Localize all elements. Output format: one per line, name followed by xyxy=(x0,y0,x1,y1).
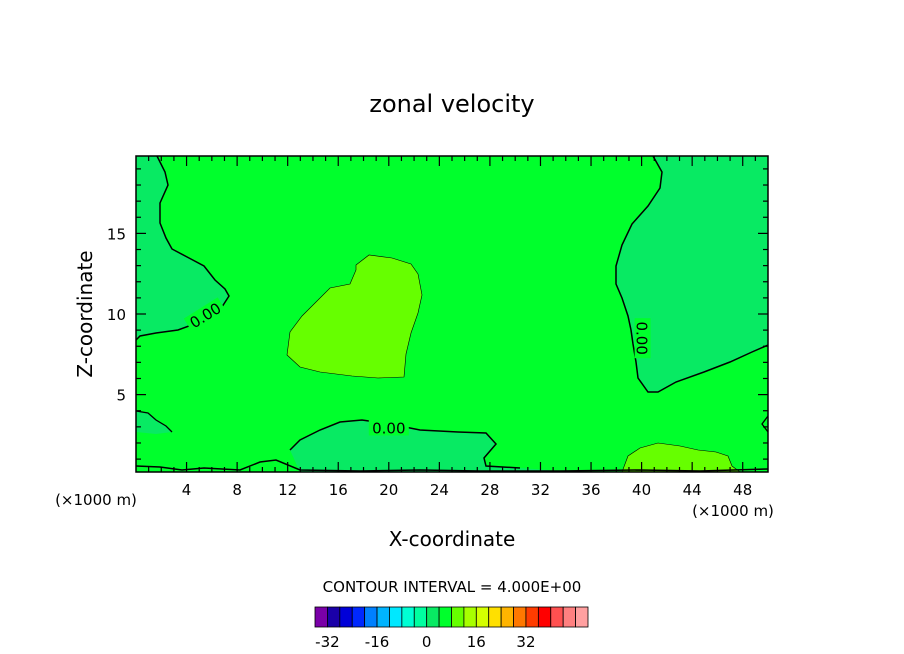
y-axis: 5 10 15 xyxy=(107,168,768,460)
x-tick-label: 20 xyxy=(379,481,398,499)
chart-title: zonal velocity xyxy=(369,90,534,118)
colorbar-swatch xyxy=(364,606,378,628)
colorbar-tick-label: -16 xyxy=(365,633,390,651)
colorbar-swatch xyxy=(537,606,552,628)
contour-region-central-blob xyxy=(286,254,423,379)
contour-region-bottom-band xyxy=(290,420,560,472)
colorbar-swatch xyxy=(562,606,576,628)
colorbar-swatch xyxy=(376,606,390,628)
x-unit-label-left: (×1000 m) xyxy=(55,491,137,509)
x-tick-label: 40 xyxy=(632,481,651,499)
y-axis-label: Z-coordinate xyxy=(73,250,97,377)
colorbar-swatch xyxy=(550,606,564,628)
plot-area xyxy=(136,156,768,472)
colorbar-swatch xyxy=(463,606,477,628)
x-tick-label: 12 xyxy=(278,481,297,499)
y-tick-label: 10 xyxy=(107,306,126,324)
colorbar-tick-label: 32 xyxy=(516,633,535,651)
colorbar-swatch xyxy=(413,606,428,628)
contour-region-right-upper xyxy=(616,156,768,392)
colorbar-tick-label: -32 xyxy=(315,633,340,651)
colorbar: -32 -16 0 16 32 xyxy=(314,606,589,651)
x-tick-label: 44 xyxy=(683,481,702,499)
x-tick-label: 24 xyxy=(430,481,449,499)
x-tick-label: 8 xyxy=(232,481,242,499)
colorbar-swatch xyxy=(327,606,341,628)
colorbar-tick-label: 16 xyxy=(467,633,486,651)
y-tick-label: 5 xyxy=(116,387,126,405)
x-unit-label-right: (×1000 m) xyxy=(692,502,774,520)
x-axis-label: X-coordinate xyxy=(389,527,516,551)
colorbar-swatch xyxy=(513,606,527,628)
y-tick-label: 15 xyxy=(107,225,126,243)
contour-line-bottom-zero xyxy=(289,419,521,469)
contour-region-bottom-left-strip xyxy=(136,411,172,434)
colorbar-swatch xyxy=(351,606,366,628)
contour-label: 0.00 xyxy=(368,419,409,437)
colorbar-swatch xyxy=(525,606,539,628)
colorbar-swatch xyxy=(500,606,514,628)
x-tick-label: 28 xyxy=(480,481,499,499)
svg-text:0.00: 0.00 xyxy=(372,419,405,437)
x-tick-label: 4 xyxy=(182,481,192,499)
colorbar-swatch xyxy=(401,606,415,628)
contour-label: 0.00 xyxy=(633,318,651,359)
colorbar-swatch xyxy=(426,606,440,628)
colorbar-swatch xyxy=(389,606,403,628)
colorbar-swatch xyxy=(438,606,452,628)
contour-line-left-zero xyxy=(136,156,230,341)
contour-region-bottom-right-blob xyxy=(621,442,741,472)
svg-text:0.00: 0.00 xyxy=(633,321,651,354)
colorbar-swatch xyxy=(451,606,465,628)
contour-line-left-bottom xyxy=(136,410,173,433)
contour-region-left-upper xyxy=(136,156,229,340)
colorbar-swatch xyxy=(339,606,353,628)
contour-interval-text: CONTOUR INTERVAL = 4.000E+00 xyxy=(323,578,582,596)
contour-line-right-edge xyxy=(761,415,768,433)
x-tick-label: 36 xyxy=(581,481,600,499)
colorbar-swatch xyxy=(475,606,490,628)
colorbar-swatch xyxy=(488,606,502,628)
x-tick-label: 32 xyxy=(531,481,550,499)
colorbar-tick-label: 0 xyxy=(422,633,432,651)
x-tick-label: 16 xyxy=(329,481,348,499)
contour-line-right-zero xyxy=(615,156,768,393)
colorbar-swatch xyxy=(314,606,328,628)
x-axis: 4 8 12 16 20 24 28 32 36 40 44 48 xyxy=(148,156,756,499)
x-tick-label: 48 xyxy=(733,481,752,499)
colorbar-swatch xyxy=(575,606,589,628)
